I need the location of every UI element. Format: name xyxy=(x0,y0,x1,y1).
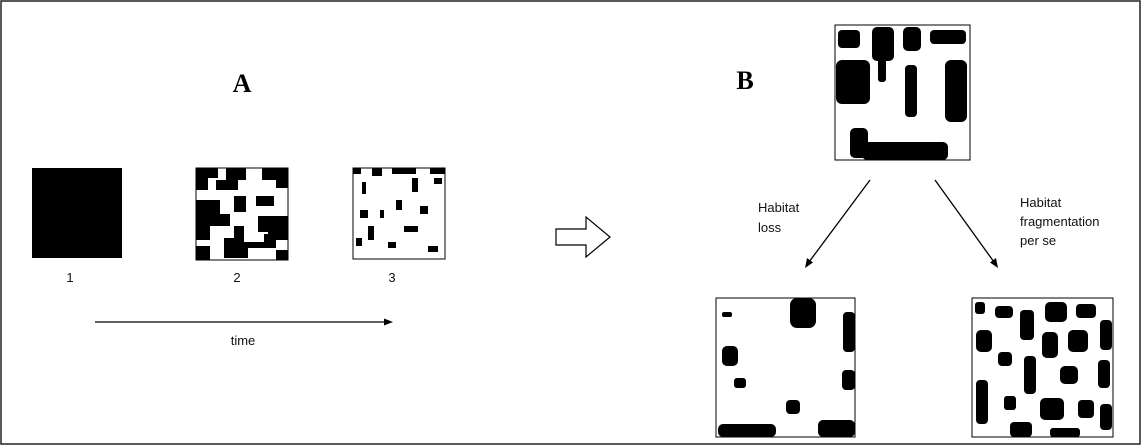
patch xyxy=(1098,360,1110,388)
label-line: fragmentation xyxy=(1020,214,1100,229)
landscape-fragmentation xyxy=(972,298,1113,437)
patch xyxy=(995,306,1013,318)
patch xyxy=(976,330,992,352)
patch xyxy=(1076,304,1096,318)
panel-label: A xyxy=(233,69,252,98)
patch xyxy=(1078,400,1094,418)
patch xyxy=(1024,356,1036,394)
label-line: per se xyxy=(1020,233,1056,248)
patch xyxy=(1060,366,1078,384)
landscape-3 xyxy=(353,168,445,259)
patch xyxy=(945,60,967,122)
patch xyxy=(975,302,985,314)
step-label: 1 xyxy=(66,270,73,285)
patch xyxy=(722,312,732,317)
patch xyxy=(722,346,738,366)
patch xyxy=(1100,320,1112,350)
landscape-loss xyxy=(716,298,855,437)
label-line: Habitat xyxy=(758,200,800,215)
patch xyxy=(1045,302,1067,322)
step-label: 2 xyxy=(233,270,240,285)
patch xyxy=(905,65,917,117)
figure: A 1 2 3 time B Habitat xyxy=(0,0,1142,445)
patch xyxy=(734,378,746,388)
patch xyxy=(838,30,860,48)
patch xyxy=(862,142,948,160)
label-line: loss xyxy=(758,220,782,235)
patch xyxy=(718,424,776,437)
patch xyxy=(1004,396,1016,410)
patch xyxy=(818,420,855,437)
panel-label: B xyxy=(736,66,753,95)
patch xyxy=(998,352,1012,366)
patch xyxy=(790,298,816,328)
label-line: Habitat xyxy=(1020,195,1062,210)
landscape-original xyxy=(835,25,970,160)
patch xyxy=(903,27,921,51)
patch xyxy=(842,370,855,390)
landscape-1 xyxy=(32,168,122,258)
axis-label: time xyxy=(231,333,256,348)
patch xyxy=(1050,428,1080,437)
step-label: 3 xyxy=(388,270,395,285)
patch xyxy=(930,30,966,44)
patch xyxy=(878,50,886,82)
patch xyxy=(1040,398,1064,420)
patch xyxy=(843,312,855,352)
patch xyxy=(1042,332,1058,358)
patch xyxy=(786,400,800,414)
landscape-2 xyxy=(196,168,288,260)
patch xyxy=(976,380,988,424)
patch xyxy=(1010,422,1032,437)
patch xyxy=(1020,310,1034,340)
patch xyxy=(1068,330,1088,352)
patch xyxy=(1100,404,1112,430)
landscape-border xyxy=(716,298,855,437)
patch xyxy=(836,60,870,104)
